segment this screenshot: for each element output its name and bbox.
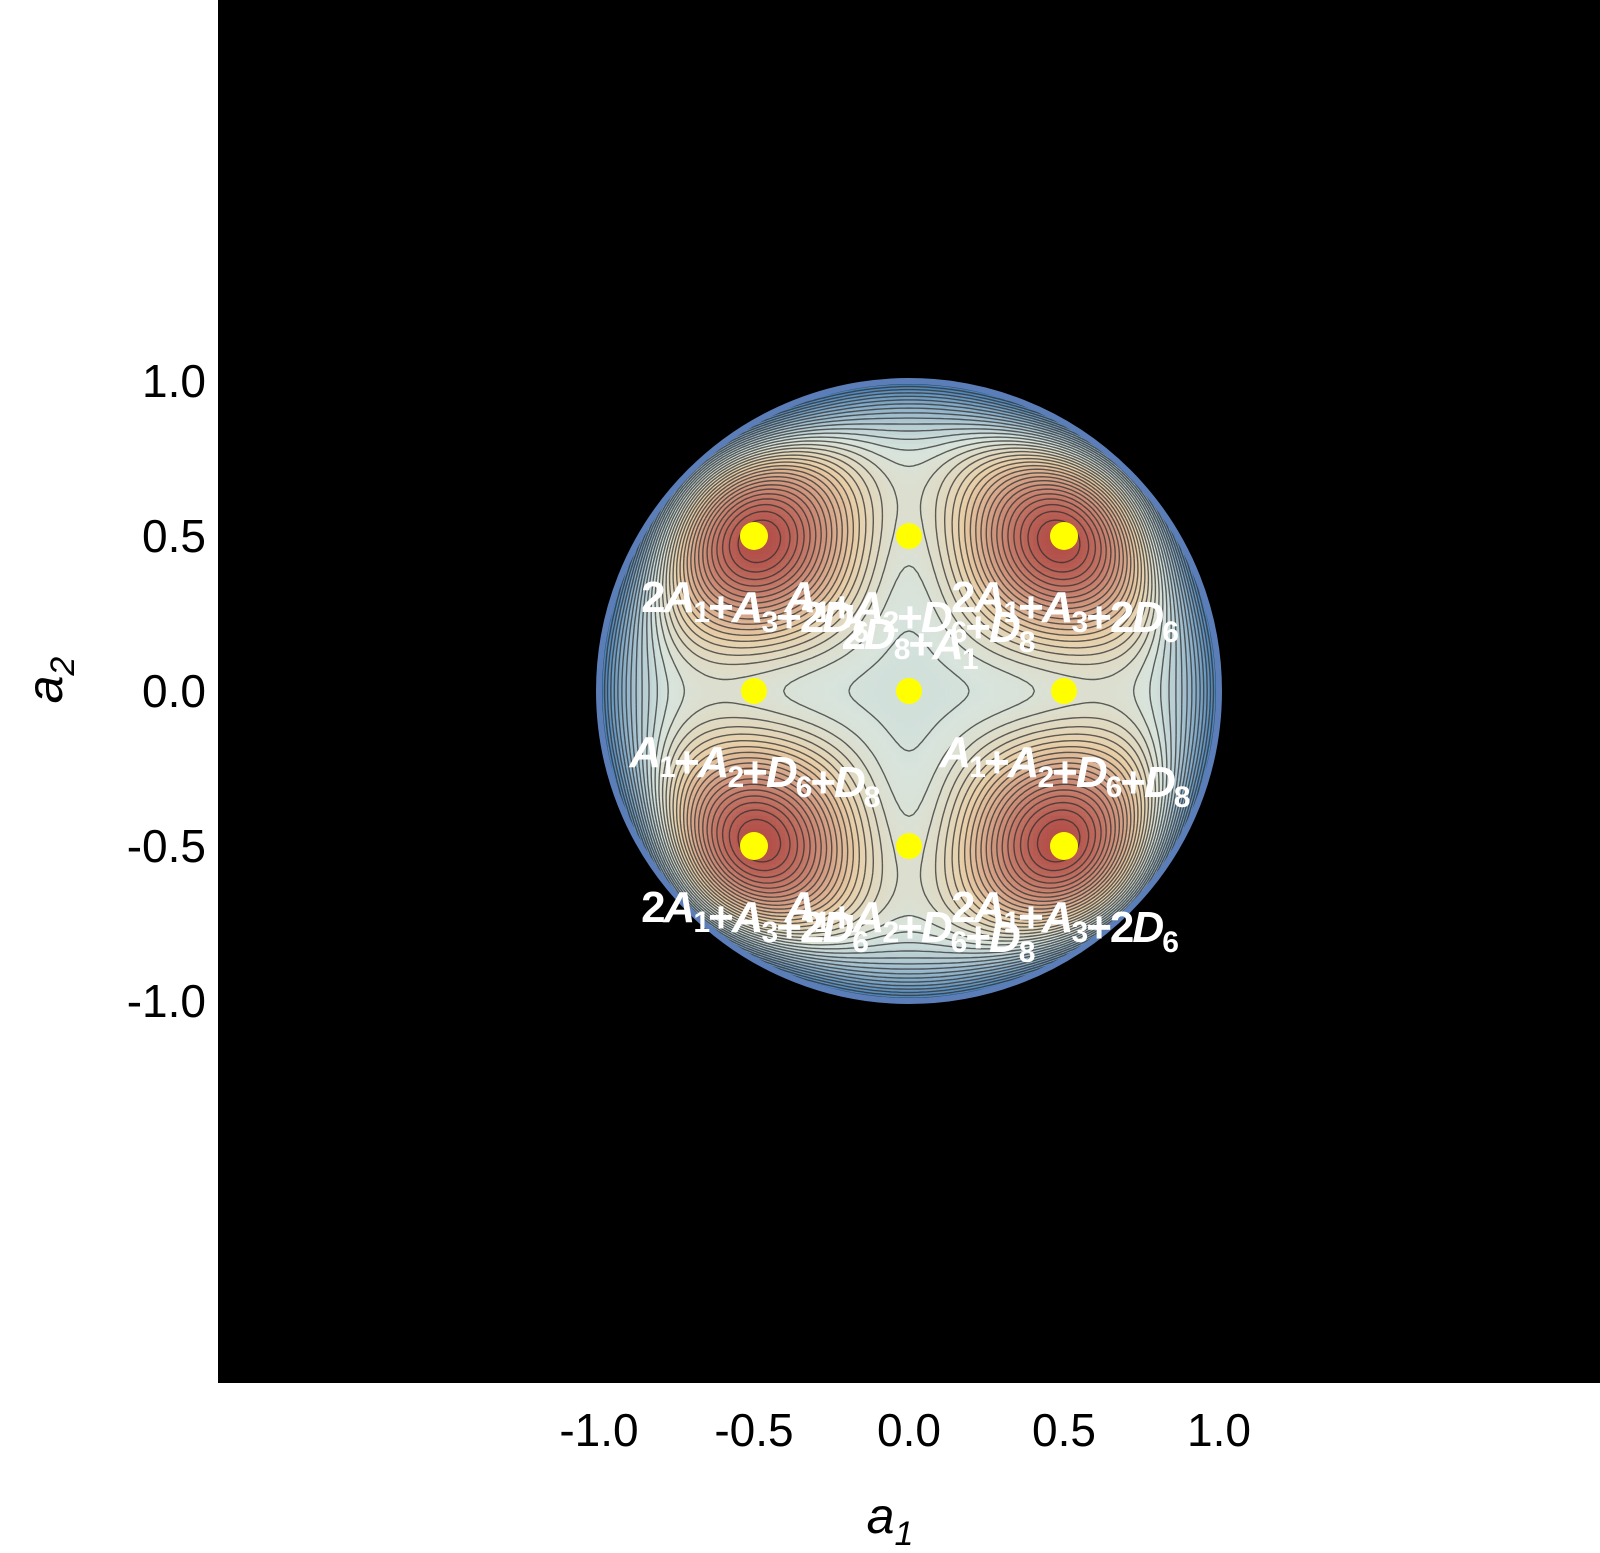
y-tick-labels: 1.0 0.5 0.0 -0.5 -1.0 [127,355,206,1027]
y-tick-label: -0.5 [127,820,206,872]
critical-point [1050,832,1078,860]
x-tick-label: 0.5 [1032,1404,1096,1456]
x-tick-label: -0.5 [714,1404,793,1456]
y-tick-label: 0.0 [142,665,206,717]
x-tick-label: -1.0 [559,1404,638,1456]
y-tick-label: 1.0 [142,355,206,407]
critical-point [896,678,922,704]
critical-point [896,833,922,859]
x-tick-label: 0.0 [877,1404,941,1456]
x-tick-label: 1.0 [1187,1404,1251,1456]
critical-point [740,832,768,860]
x-axis-label: a1 [867,1488,914,1553]
x-tick-labels: -1.0 -0.5 0.0 0.5 1.0 [559,1404,1251,1456]
y-axis-label: a2 [17,657,82,704]
critical-point [1051,678,1077,704]
y-tick-label: 0.5 [142,510,206,562]
critical-point [741,678,767,704]
critical-point [896,523,922,549]
critical-point [740,522,768,550]
y-tick-label: -1.0 [127,975,206,1027]
critical-point [1050,522,1078,550]
